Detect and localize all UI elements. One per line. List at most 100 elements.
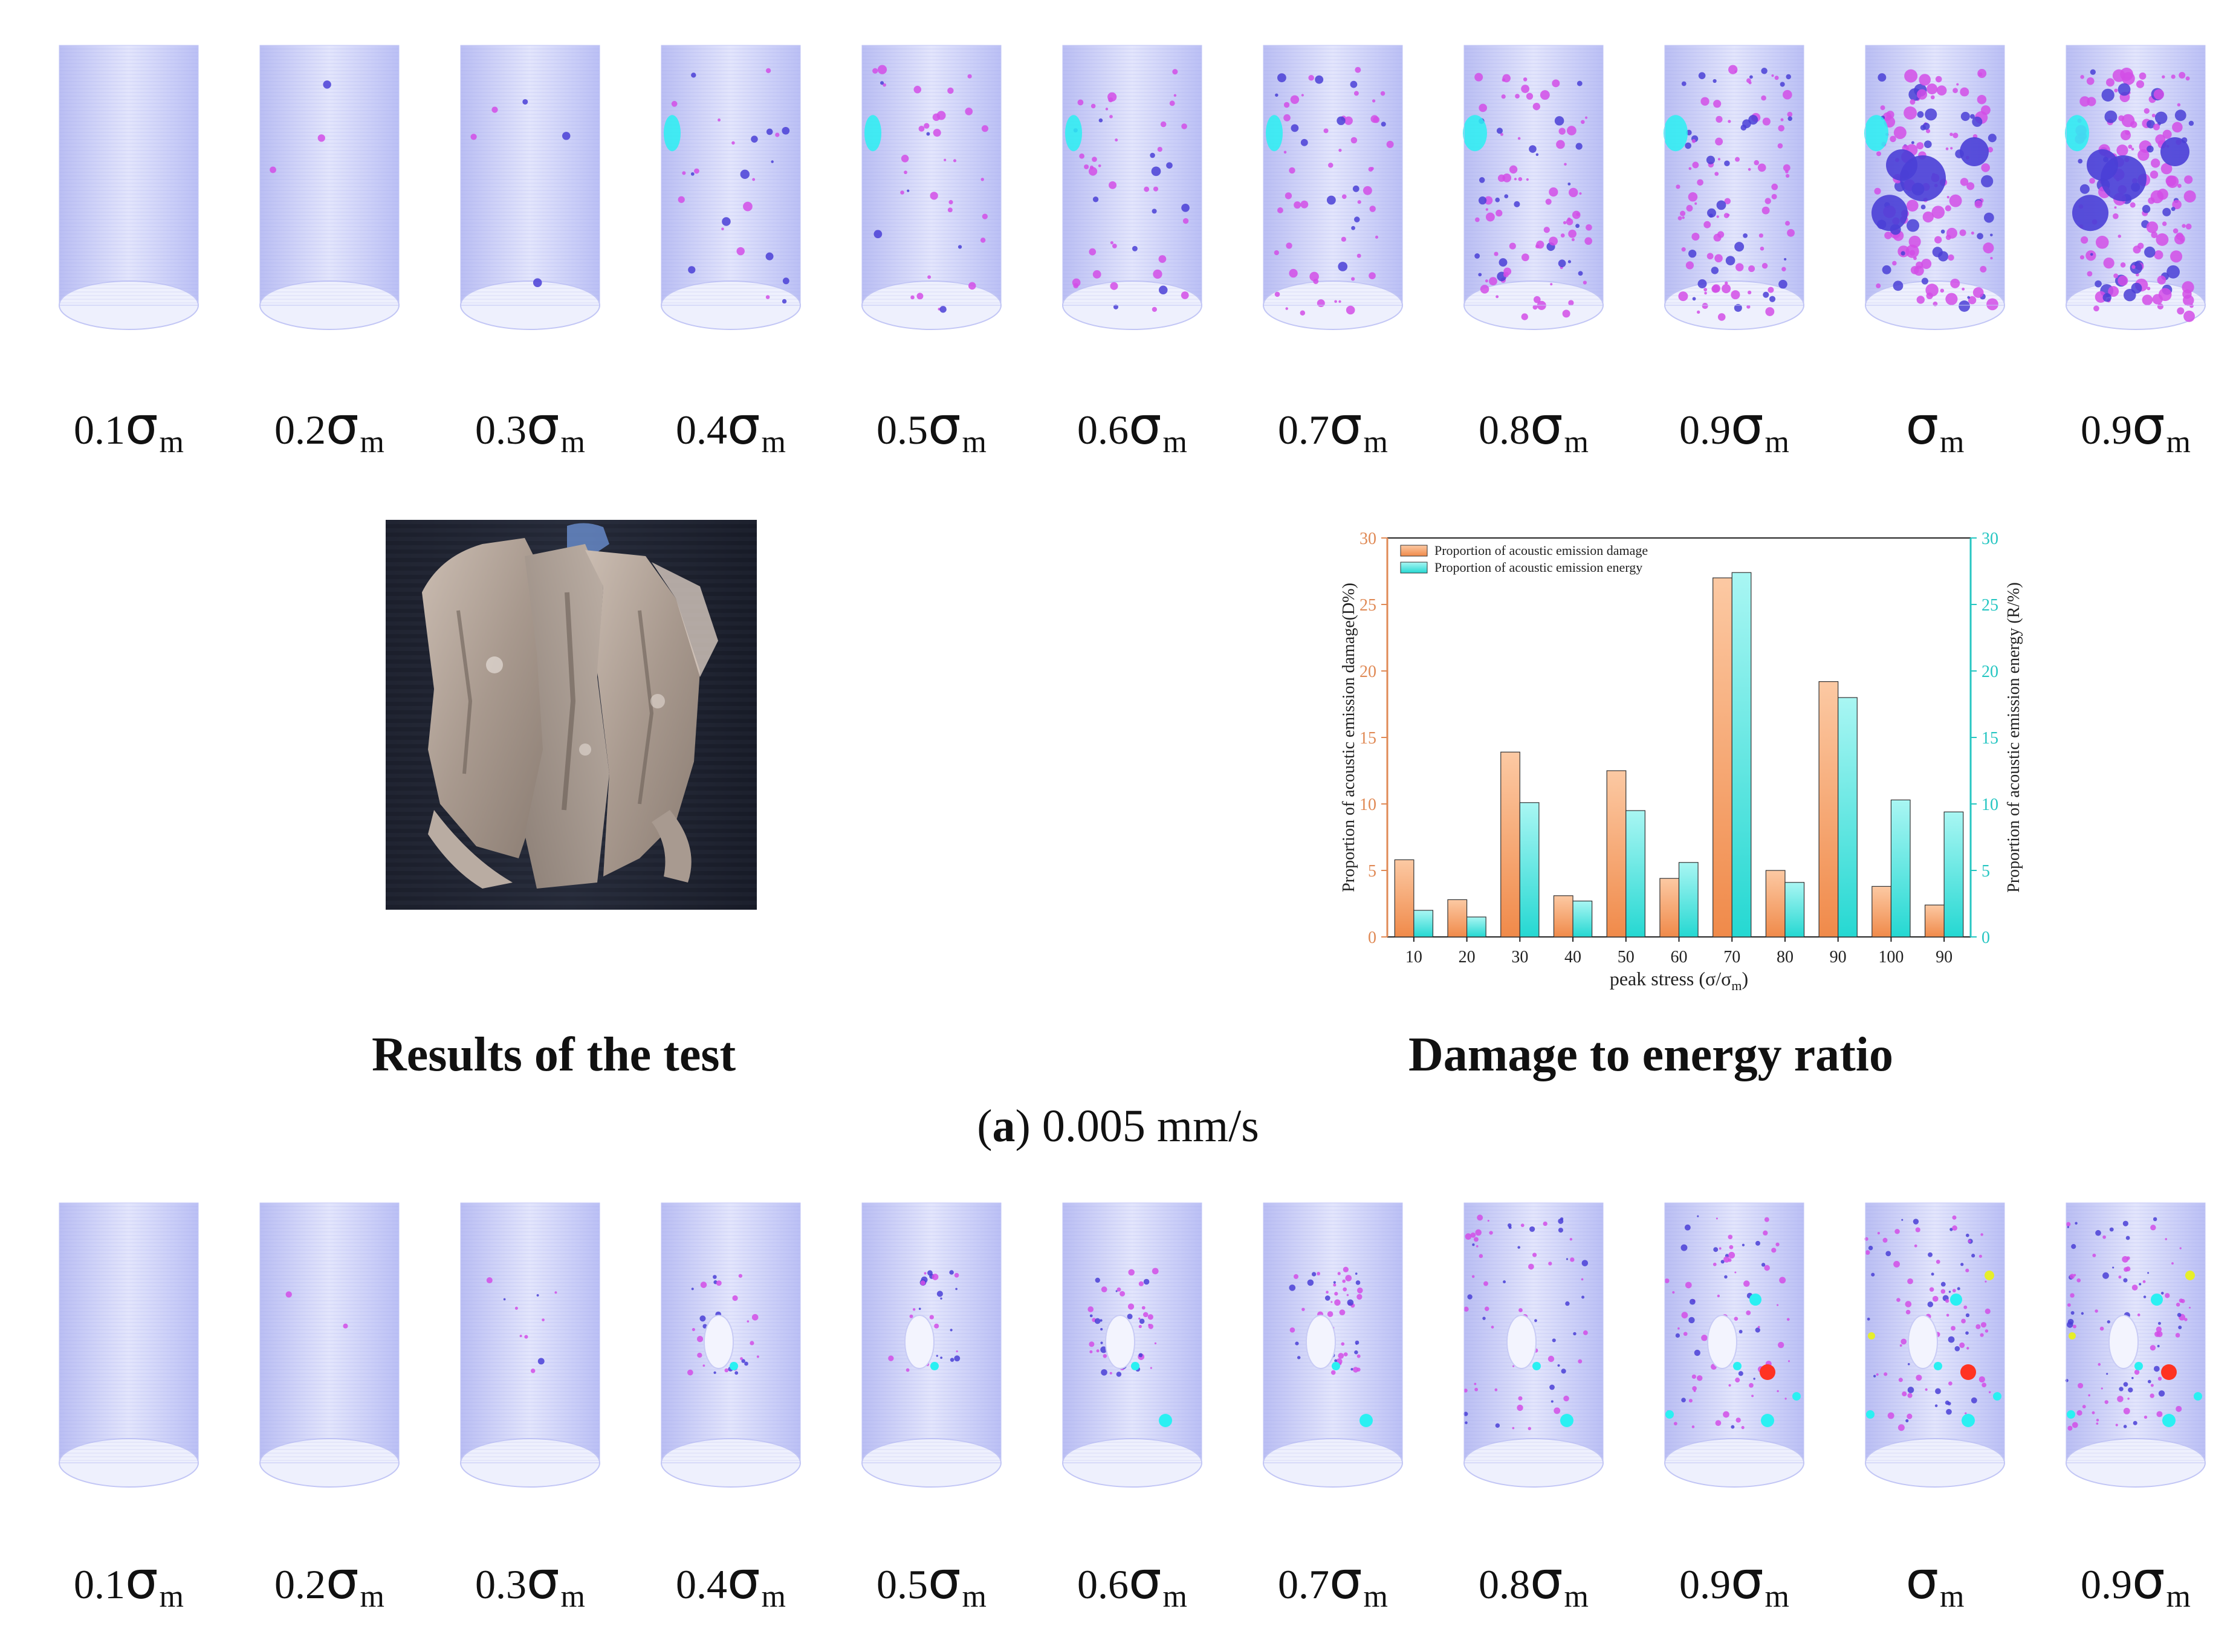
ae-event — [1680, 210, 1686, 216]
ae-event — [1567, 217, 1571, 221]
sigma-symbol: σ — [2132, 1550, 2165, 1611]
ae-event — [933, 129, 941, 137]
ae-event — [1897, 1424, 1905, 1431]
ae-event-large — [1864, 115, 1888, 152]
sigma-subscript: m — [761, 1579, 786, 1614]
ae-void — [1506, 1315, 1537, 1369]
ae-event — [1787, 111, 1793, 117]
ae-event — [1952, 1215, 1957, 1220]
ae-event — [2090, 69, 2096, 75]
ae-event — [696, 1336, 704, 1343]
ae-event — [1882, 1237, 1888, 1243]
ae-event — [1079, 153, 1085, 159]
ae-event — [1893, 126, 1907, 139]
ae-event — [1876, 1373, 1879, 1376]
y-tick-label: 20 — [1359, 662, 1376, 681]
stress-level-label: 0.1σm — [29, 1550, 228, 1615]
ae-event — [1356, 1294, 1363, 1300]
ae-event — [1341, 236, 1346, 242]
ae-event-large — [2065, 115, 2089, 152]
ae-event — [1764, 1217, 1769, 1222]
ae-event — [2180, 1298, 2185, 1303]
ae-event — [1961, 1318, 1966, 1324]
ae-event — [1088, 167, 1098, 176]
ae-event — [1945, 235, 1951, 241]
bar-damage — [1713, 577, 1732, 938]
ae-event — [2165, 175, 2177, 186]
ae-event — [1882, 265, 1891, 274]
ae-event — [1173, 94, 1177, 97]
ae-event — [1549, 1384, 1555, 1390]
ae-event — [1716, 1217, 1718, 1220]
ae-event — [1971, 1397, 1977, 1404]
ae-event — [1755, 1327, 1760, 1333]
ae-event — [1940, 1281, 1946, 1287]
ae-event — [912, 1308, 916, 1311]
ae-event — [1960, 87, 1969, 97]
ae-event — [1518, 1308, 1523, 1312]
ae-event — [1160, 121, 1167, 128]
ae-event — [1092, 157, 1097, 162]
ae-event — [2158, 288, 2172, 302]
ae-event — [2080, 75, 2084, 79]
ae-event — [1475, 1229, 1482, 1236]
bar-energy — [1572, 900, 1593, 938]
ae-event — [1905, 1419, 1909, 1423]
ae-event — [888, 1355, 894, 1361]
ae-event — [2154, 1331, 2160, 1337]
ae-event — [1300, 138, 1308, 146]
ae-event — [1726, 213, 1730, 217]
ae-event — [1948, 1291, 1951, 1293]
stress-coefficient: 0.6 — [1077, 1561, 1129, 1607]
ae-event — [2183, 190, 2196, 203]
ae-event — [916, 293, 924, 300]
ae-event — [702, 1364, 705, 1367]
ae-event — [2171, 207, 2176, 212]
ae-event — [1896, 1298, 1901, 1302]
ae-event — [1877, 1232, 1880, 1235]
ae-event — [771, 160, 774, 163]
ae-event — [736, 247, 745, 256]
ae-event — [2101, 88, 2114, 102]
ae-event — [1967, 296, 1970, 299]
ae-event — [1581, 1295, 1585, 1299]
ae-event — [2118, 275, 2128, 286]
ae-event — [1478, 196, 1487, 205]
ae-event-large — [1159, 1414, 1172, 1427]
ae-event — [1959, 300, 1970, 312]
ae-event — [1921, 259, 1932, 269]
ae-event — [2098, 1362, 2101, 1366]
ae-event — [2106, 1373, 2108, 1375]
ae-event — [691, 1288, 694, 1291]
x-tick-label: 80 — [1777, 948, 1794, 967]
ae-event — [2067, 1425, 2073, 1431]
ae-event — [1369, 272, 1376, 279]
ae-event — [1914, 265, 1924, 276]
ae-event — [948, 199, 953, 205]
bar-energy — [1943, 811, 1964, 938]
ae-event — [2188, 1306, 2191, 1309]
ae-event — [929, 1315, 935, 1320]
ae-event — [1526, 178, 1529, 181]
ae-event — [1112, 244, 1117, 248]
ae-event — [2104, 110, 2118, 123]
ae-event — [947, 207, 953, 213]
ae-event — [1907, 1362, 1910, 1365]
ae-event — [1562, 309, 1570, 318]
ae-event — [1543, 227, 1550, 233]
ae-event — [1728, 1384, 1731, 1387]
y2-tick-label: 5 — [1982, 862, 1990, 881]
ae-event — [2134, 1369, 2140, 1375]
ae-event — [721, 227, 724, 231]
ae-event — [1673, 1422, 1677, 1426]
ae-event — [1181, 123, 1187, 129]
ae-event — [1474, 1382, 1477, 1385]
ae-event — [1540, 90, 1550, 100]
ae-event — [1294, 201, 1301, 209]
ae-event — [2114, 88, 2118, 92]
ae-event — [900, 190, 904, 195]
ae-event — [1363, 186, 1372, 195]
ae-event-large — [1792, 1392, 1801, 1401]
ae-event — [766, 128, 773, 135]
ae-event — [1780, 118, 1784, 121]
